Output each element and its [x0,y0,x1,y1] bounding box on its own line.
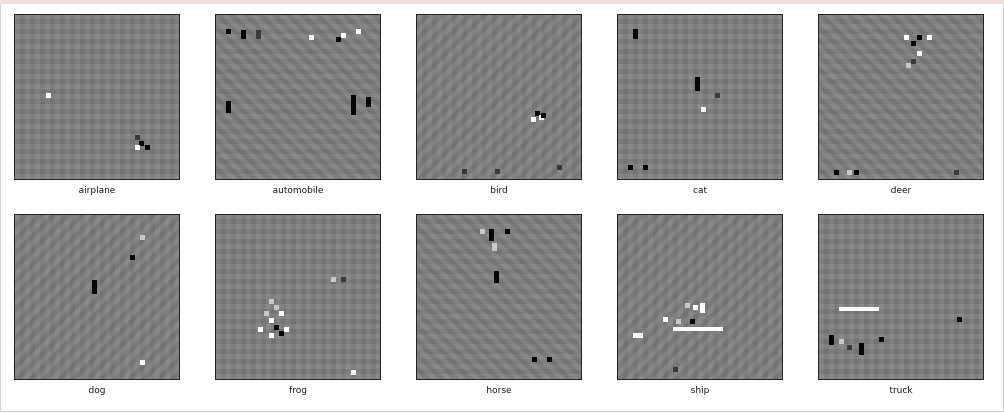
saliency-pixel [685,303,690,308]
saliency-pixel [715,93,720,98]
saliency-pixel [462,169,467,174]
saliency-image-bird [416,14,582,180]
saliency-pixel [633,333,643,338]
saliency-pixel [834,170,839,175]
saliency-pixel [700,303,705,313]
saliency-image-deer [818,14,984,180]
saliency-pixel [489,229,494,241]
saliency-pixel [911,41,916,46]
saliency-pixel [140,360,145,365]
saliency-pixel [904,35,909,40]
saliency-pixel [911,59,916,64]
saliency-pixel [309,35,314,40]
saliency-pixel [854,170,859,175]
saliency-image-ship [617,214,783,380]
panel-label: bird [490,186,508,196]
saliency-pixel [847,170,852,175]
saliency-pixel [541,113,546,118]
saliency-pixel [264,311,269,316]
saliency-pixel [663,317,668,322]
saliency-pixel [145,145,150,150]
saliency-pixel [269,318,274,323]
saliency-image-dog [14,214,180,380]
saliency-pixel [676,319,681,324]
saliency-pixel [839,339,844,344]
saliency-pixel [351,370,356,375]
panel-label: cat [693,186,707,196]
saliency-pixel [927,35,932,40]
saliency-pixel [356,29,361,34]
saliency-pixel [135,135,140,140]
saliency-pixel [859,343,864,355]
saliency-pixel [701,107,706,112]
panel-label: airplane [78,186,116,196]
saliency-pixel [690,319,695,324]
saliency-pixel [279,331,284,336]
saliency-pixel [139,141,144,146]
saliency-pixel [673,367,678,372]
saliency-pixel [839,307,879,311]
saliency-image-automobile [215,14,381,180]
saliency-pixel [46,93,51,98]
saliency-image-airplane [14,14,180,180]
saliency-pixel [535,111,540,116]
saliency-pixel [274,325,279,330]
panel-label: dog [88,386,106,396]
saliency-pixel [829,335,834,345]
saliency-pixel [505,229,510,234]
saliency-pixel [495,169,500,174]
saliency-pixel [92,280,97,294]
saliency-pixel [633,29,638,39]
saliency-pixel [532,357,537,362]
saliency-image-cat [617,14,783,180]
saliency-pixel [957,317,962,322]
saliency-pixel [341,33,346,38]
saliency-pixel [906,63,911,68]
saliency-pixel [226,101,231,113]
panel-label: frog [289,386,307,396]
saliency-pixel [643,165,648,170]
saliency-pixel [494,271,499,283]
panel-label: ship [690,386,710,396]
panel-label: automobile [272,186,324,196]
saliency-pixel [274,305,279,310]
saliency-pixel [695,77,700,91]
saliency-pixel [279,311,284,316]
saliency-image-horse [416,214,582,380]
saliency-pixel [130,255,135,260]
window-top-strip [0,0,1004,4]
saliency-pixel [258,327,263,332]
saliency-pixel [341,277,346,282]
saliency-pixel [366,97,371,107]
saliency-pixel [879,337,884,342]
saliency-pixel [284,327,289,332]
saliency-pixel [140,235,145,240]
saliency-pixel [256,30,261,39]
panel-label: truck [889,386,913,396]
saliency-image-truck [818,214,984,380]
saliency-pixel [954,170,959,175]
saliency-pixel [351,95,356,115]
saliency-pixel [135,145,140,150]
saliency-pixel [480,229,485,234]
saliency-pixel [693,305,698,310]
saliency-pixel [917,51,922,56]
panel-label: horse [486,386,512,396]
saliency-pixel [226,29,231,34]
saliency-pixel [241,30,246,39]
saliency-pixel [917,35,922,40]
saliency-pixel [336,37,341,42]
saliency-pixel [492,243,497,251]
saliency-pixel [847,345,852,350]
saliency-pixel [557,165,562,170]
saliency-pixel [547,357,552,362]
saliency-image-frog [215,214,381,380]
saliency-pixel [673,327,723,331]
panel-label: deer [890,186,912,196]
saliency-pixel [269,299,274,304]
saliency-pixel [628,165,633,170]
saliency-pixel [269,333,274,338]
saliency-pixel [331,277,336,282]
saliency-pixel [531,117,536,122]
